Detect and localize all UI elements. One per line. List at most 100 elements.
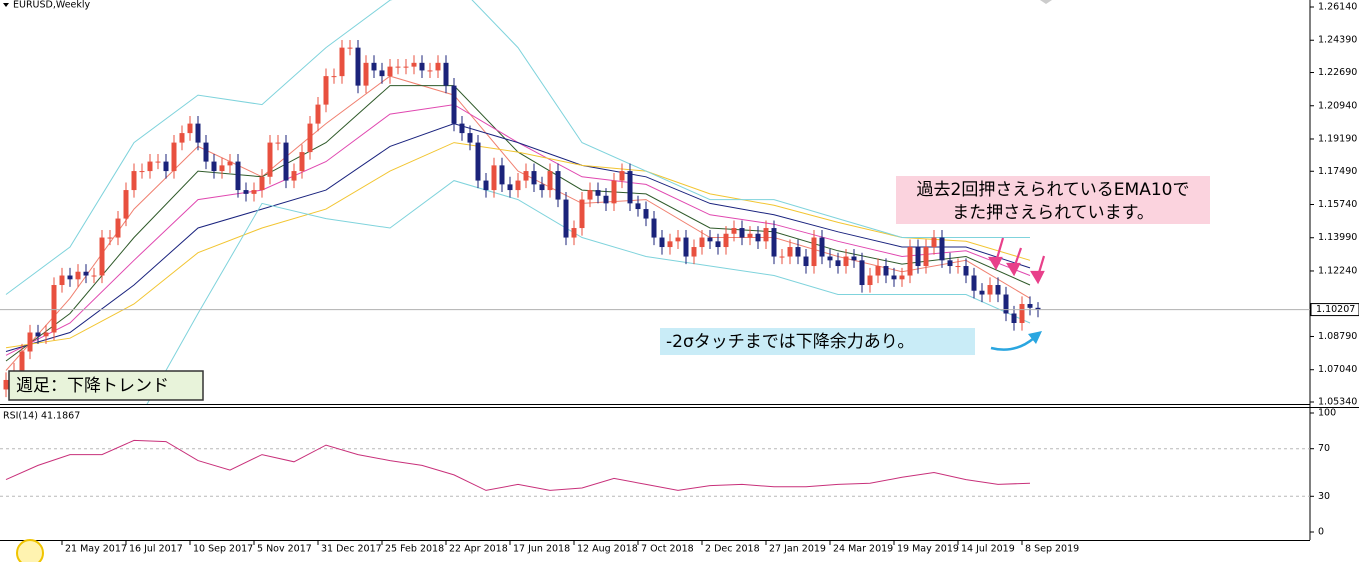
candle-body xyxy=(419,62,425,71)
candle-body xyxy=(995,285,1001,295)
note-text: -2σタッチまでは下降余力あり。 xyxy=(666,332,914,352)
y-tick-label: 70 xyxy=(1318,443,1330,454)
candle-body xyxy=(643,209,649,219)
y-tick-label: 1.07040 xyxy=(1318,364,1357,375)
candle-body xyxy=(227,161,233,166)
rsi-title: RSI(14) 41.1867 xyxy=(3,411,80,422)
candle-body xyxy=(699,237,705,248)
note-text: また押さえられています。 xyxy=(952,203,1154,223)
x-tick-label: 10 Sep 2017 xyxy=(193,544,253,555)
y-tick-label: 1.24390 xyxy=(1318,35,1357,46)
candle-body xyxy=(35,332,41,337)
candle-body xyxy=(915,247,921,267)
candle-body xyxy=(955,266,961,268)
candle-body xyxy=(739,228,745,238)
candle-body xyxy=(491,165,497,191)
note-box xyxy=(896,176,1210,224)
y-tick-label: 0 xyxy=(1318,527,1324,538)
candle-body xyxy=(195,123,201,143)
candle-body xyxy=(387,66,393,77)
candle-body xyxy=(435,62,441,71)
x-tick-label: 31 Dec 2017 xyxy=(321,544,382,555)
x-tick-label: 8 Sep 2019 xyxy=(1025,544,1079,555)
candle-body xyxy=(683,237,689,257)
rsi-pane xyxy=(0,439,1310,497)
candle-body xyxy=(795,247,801,257)
y-tick-label: 1.15740 xyxy=(1318,199,1357,210)
candle-body xyxy=(595,190,601,196)
candle-body xyxy=(155,161,161,163)
candle-body xyxy=(139,171,145,173)
candle-body xyxy=(331,76,337,78)
y-tick-label: 1.12240 xyxy=(1318,265,1357,276)
candle-body xyxy=(1003,294,1009,314)
indicator-line xyxy=(5,142,1031,349)
x-tick-label: 21 May 2017 xyxy=(65,544,127,555)
candle-body xyxy=(59,275,65,286)
candle-body xyxy=(267,142,273,177)
candle-body xyxy=(923,247,929,267)
candle-body xyxy=(811,237,817,267)
indicator-line xyxy=(5,123,1031,352)
y-tick-label: 1.17490 xyxy=(1318,166,1357,177)
candle-body xyxy=(867,275,873,286)
scroll-marker xyxy=(1040,0,1052,4)
candle-body xyxy=(931,237,937,248)
candle-body xyxy=(883,266,889,276)
candle-body xyxy=(539,184,545,191)
note-box xyxy=(660,328,975,355)
candle-body xyxy=(43,332,49,337)
candle-body xyxy=(651,218,657,238)
candle-body xyxy=(467,133,473,143)
x-tick-label: 2 Dec 2018 xyxy=(705,544,760,555)
candle-body xyxy=(291,171,297,181)
x-tick-label: 24 Mar 2019 xyxy=(833,544,893,555)
chart-title: EURUSD,Weekly xyxy=(13,0,91,11)
candle-body xyxy=(203,142,209,162)
candle-body xyxy=(875,266,881,276)
candle-body xyxy=(547,171,553,191)
last-price-label: 1.10207 xyxy=(1316,304,1355,315)
candle-body xyxy=(219,165,225,172)
menu-triangle[interactable] xyxy=(3,3,9,7)
price-pane xyxy=(0,0,1310,404)
candle-body xyxy=(659,237,665,248)
candle-body xyxy=(251,190,257,194)
candle-body xyxy=(571,228,577,238)
candle-body xyxy=(363,62,369,86)
candle-body xyxy=(315,104,321,124)
candle-body xyxy=(427,70,433,72)
candle-body xyxy=(19,351,25,371)
candle-body xyxy=(835,260,841,267)
x-tick-label: 14 Jul 2019 xyxy=(961,544,1015,555)
candle-body xyxy=(3,379,9,390)
candle-body xyxy=(1035,307,1041,310)
crosshair-icon[interactable] xyxy=(16,539,44,562)
candle-body xyxy=(707,237,713,242)
candle-body xyxy=(411,62,417,67)
candle-body xyxy=(667,241,673,248)
candle-body xyxy=(843,256,849,267)
candle-body xyxy=(395,66,401,68)
candle-body xyxy=(579,199,585,229)
candle-body xyxy=(347,47,353,49)
candle-body xyxy=(403,66,409,68)
y-tick-label: 1.19190 xyxy=(1318,133,1357,144)
candle-body xyxy=(475,142,481,181)
candle-body xyxy=(355,47,361,86)
candle-body xyxy=(771,228,777,257)
blue-arrow xyxy=(990,337,1035,351)
y-tick-label: 100 xyxy=(1318,408,1336,419)
candle-body xyxy=(731,228,737,234)
x-tick-label: 16 Jul 2017 xyxy=(129,544,183,555)
candle-body xyxy=(787,247,793,257)
candle-body xyxy=(563,199,569,238)
candle-body xyxy=(1027,304,1033,308)
y-tick-label: 30 xyxy=(1318,491,1330,502)
candle-body xyxy=(51,285,57,333)
candle-body xyxy=(171,142,177,172)
indicator-line xyxy=(5,0,1030,295)
note-text: 過去2回押さえられているEMA10で xyxy=(917,180,1190,200)
